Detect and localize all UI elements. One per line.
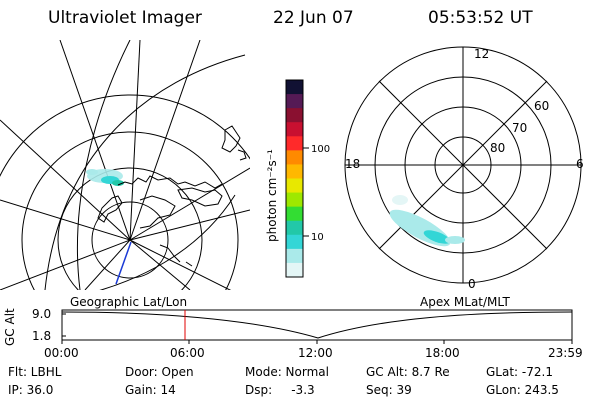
colorbar-tick-100: 100: [311, 144, 330, 155]
colorbar-swatch: [286, 150, 303, 165]
date-label: 22 Jun 07: [273, 8, 354, 28]
altitude-xtick-2359: 23:59: [548, 346, 583, 360]
colorbar-swatch: [286, 178, 303, 194]
apex-panel-label: Apex MLat/MLT: [420, 295, 510, 309]
altitude-ytick-low: 1.8: [32, 329, 52, 343]
colorbar-swatch: [286, 94, 303, 109]
colorbar-ticks: [303, 147, 309, 237]
altitude-curve: [61, 311, 573, 339]
colorbar-swatch: [286, 234, 303, 250]
altitude-plot-frame: [61, 309, 573, 341]
colorbar: [285, 79, 304, 278]
mlt-label-6: 6: [576, 157, 584, 171]
coastlines: [97, 125, 247, 267]
colorbar-swatch: [286, 122, 303, 137]
colorbar-swatch: [286, 136, 303, 151]
info-mode: Mode: Normal: [245, 365, 329, 379]
satellite-track: [115, 241, 132, 285]
info-glat: GLat: -72.1: [486, 365, 553, 379]
info-glon: GLon: 243.5: [486, 383, 559, 397]
info-gcalt: GC Alt: 8.7 Re: [366, 365, 450, 379]
mlt-label-0: 0: [468, 277, 476, 291]
altitude-xtick-1800: 18:00: [425, 346, 460, 360]
colorbar-swatch: [286, 192, 303, 208]
altitude-xtick-0600: 06:00: [170, 346, 205, 360]
colorbar-swatch: [286, 262, 303, 278]
colorbar-label: photon cm⁻²s⁻¹: [265, 149, 279, 242]
altitude-ytick-high: 9.0: [32, 307, 52, 321]
mlat-label-80: 80: [490, 141, 505, 155]
mlat-label-60: 60: [534, 99, 549, 113]
colorbar-swatch: [286, 206, 303, 222]
altitude-ylabel: GC Alt: [3, 308, 17, 346]
colorbar-swatch: [286, 80, 303, 95]
colorbar-frame: [285, 79, 304, 278]
info-door: Door: Open: [125, 365, 194, 379]
apex-map: [344, 46, 582, 284]
info-dsp: Dsp: -3.3: [245, 383, 315, 397]
altitude-xtick-1200: 12:00: [298, 346, 333, 360]
mlt-label-12: 12: [474, 47, 489, 61]
geographic-panel-label: Geographic Lat/Lon: [70, 295, 188, 309]
time-label: 05:53:52 UT: [428, 8, 533, 28]
colorbar-swatch: [286, 164, 303, 179]
info-flt: Flt: LBHL: [8, 365, 62, 379]
mlt-label-18: 18: [345, 157, 360, 171]
info-ip: IP: 36.0: [8, 383, 54, 397]
geographic-aurora: [86, 169, 124, 186]
altitude-x-ticks: [61, 313, 573, 344]
info-seq: Seq: 39: [366, 383, 412, 397]
instrument-title: Ultraviolet Imager: [48, 8, 202, 28]
apex-aurora: [389, 195, 465, 247]
mlat-label-70: 70: [512, 121, 527, 135]
altitude-xtick-0000: 00:00: [44, 346, 79, 360]
colorbar-tick-10: 10: [311, 232, 324, 243]
colorbar-swatch: [286, 248, 303, 264]
colorbar-swatch: [286, 220, 303, 236]
info-gain: Gain: 14: [125, 383, 176, 397]
geographic-map: [0, 40, 250, 290]
colorbar-swatch: [286, 108, 303, 123]
